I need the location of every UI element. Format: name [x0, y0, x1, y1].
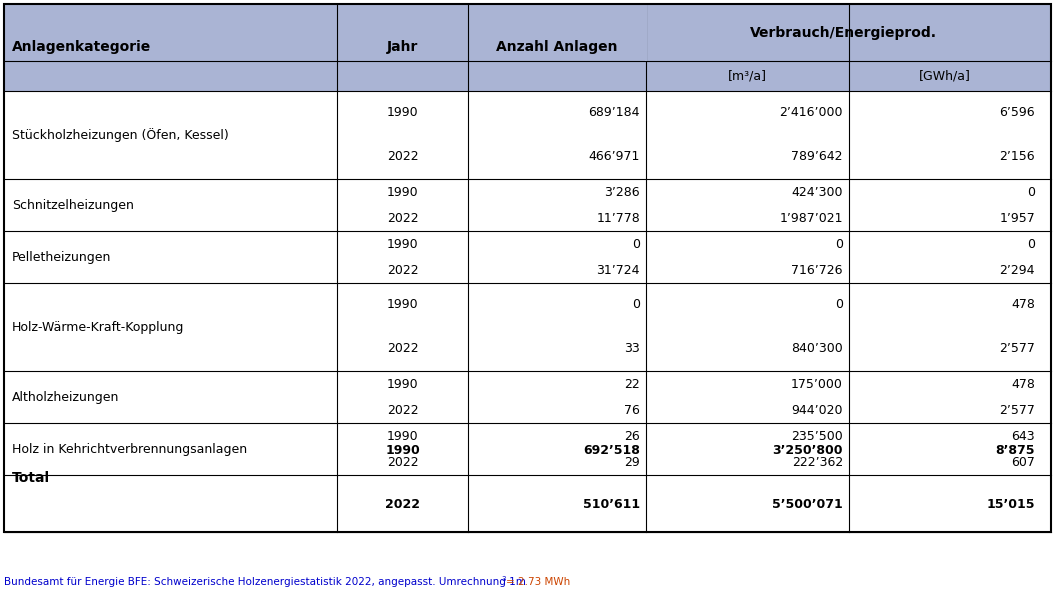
Text: 2022: 2022 [387, 151, 419, 163]
Text: 1990: 1990 [387, 106, 419, 120]
Bar [4, 475, 1051, 532]
Text: 175’000: 175’000 [791, 378, 843, 390]
Text: 3’286: 3’286 [605, 186, 639, 198]
Text: Pelletheizungen: Pelletheizungen [12, 251, 111, 263]
Text: 1990: 1990 [387, 186, 419, 198]
Text: 2022: 2022 [387, 455, 419, 469]
Text: 11’778: 11’778 [596, 211, 639, 225]
Text: 0: 0 [1027, 186, 1035, 198]
Text: 0: 0 [632, 299, 639, 311]
Text: 0: 0 [1027, 237, 1035, 251]
Text: 1990: 1990 [385, 444, 420, 456]
Text: 2’416’000: 2’416’000 [779, 106, 843, 120]
Text: 33: 33 [625, 342, 639, 356]
Text: [m³/a]: [m³/a] [728, 69, 767, 83]
Text: [GWh/a]: [GWh/a] [920, 69, 971, 83]
Text: = 2.73 MWh: = 2.73 MWh [505, 577, 570, 587]
Text: 840’300: 840’300 [792, 342, 843, 356]
Text: 692’518: 692’518 [583, 444, 639, 456]
Text: Jahr: Jahr [387, 41, 419, 55]
Bar [4, 231, 1051, 283]
Text: Verbrauch/Energieprod.: Verbrauch/Energieprod. [750, 25, 937, 39]
Bar [4, 91, 1051, 179]
Text: 29: 29 [625, 455, 639, 469]
Text: 1990: 1990 [387, 430, 419, 443]
Bar [4, 423, 1051, 475]
Text: 478: 478 [1012, 378, 1035, 390]
Text: 789’642: 789’642 [792, 151, 843, 163]
Text: 689’184: 689’184 [589, 106, 639, 120]
Text: Holz-Wärme-Kraft-Kopplung: Holz-Wärme-Kraft-Kopplung [12, 320, 184, 333]
Text: 1990: 1990 [387, 378, 419, 390]
Bar [4, 4, 1051, 91]
Text: 15’015: 15’015 [986, 498, 1035, 511]
Text: 0: 0 [835, 299, 843, 311]
Text: 2022: 2022 [385, 498, 420, 511]
Text: Bundesamt für Energie BFE: Schweizerische Holzenergiestatistik 2022, angepasst. : Bundesamt für Energie BFE: Schweizerisch… [4, 577, 526, 587]
Text: 2’294: 2’294 [1000, 263, 1035, 277]
Text: 31’724: 31’724 [596, 263, 639, 277]
Text: 643: 643 [1012, 430, 1035, 443]
Text: 0: 0 [632, 237, 639, 251]
Text: 2’156: 2’156 [999, 151, 1035, 163]
Bar [4, 371, 1051, 423]
Text: Anzahl Anlagen: Anzahl Anlagen [496, 41, 617, 55]
Text: Holz in Kehrichtverbrennungsanlagen: Holz in Kehrichtverbrennungsanlagen [12, 443, 247, 455]
Text: Total: Total [12, 470, 50, 484]
Text: 6’596: 6’596 [999, 106, 1035, 120]
Text: 2022: 2022 [387, 342, 419, 356]
Text: 1990: 1990 [387, 237, 419, 251]
Text: 8’875: 8’875 [996, 444, 1035, 456]
Text: 716’726: 716’726 [792, 263, 843, 277]
Text: 466’971: 466’971 [589, 151, 639, 163]
Text: 424’300: 424’300 [792, 186, 843, 198]
Text: Altholzheizungen: Altholzheizungen [12, 390, 119, 404]
Text: 478: 478 [1012, 299, 1035, 311]
Text: 607: 607 [1012, 455, 1035, 469]
Text: 76: 76 [624, 404, 639, 416]
Text: 944’020: 944’020 [792, 404, 843, 416]
Text: 2022: 2022 [387, 211, 419, 225]
Bar [4, 283, 1051, 371]
Bar [4, 4, 1051, 532]
Text: 510’611: 510’611 [582, 498, 639, 511]
Text: 22: 22 [625, 378, 639, 390]
Text: 2022: 2022 [387, 263, 419, 277]
Text: 2’577: 2’577 [999, 342, 1035, 356]
Text: 0: 0 [835, 237, 843, 251]
Text: 2022: 2022 [387, 404, 419, 416]
Text: 1990: 1990 [387, 299, 419, 311]
Text: 5’500’071: 5’500’071 [773, 498, 843, 511]
Bar [4, 179, 1051, 231]
Text: 3: 3 [502, 576, 506, 582]
Text: 26: 26 [625, 430, 639, 443]
Text: Stückholzheizungen (Öfen, Kessel): Stückholzheizungen (Öfen, Kessel) [12, 128, 228, 142]
Text: 2’577: 2’577 [999, 404, 1035, 416]
Text: 1’957: 1’957 [999, 211, 1035, 225]
Text: Schnitzelheizungen: Schnitzelheizungen [12, 198, 134, 211]
Text: 222’362: 222’362 [792, 455, 843, 469]
Bar [645, 4, 647, 61]
Text: Anlagenkategorie: Anlagenkategorie [12, 41, 151, 55]
Text: 1’987’021: 1’987’021 [779, 211, 843, 225]
Text: 3’250’800: 3’250’800 [773, 444, 843, 456]
Text: 235’500: 235’500 [792, 430, 843, 443]
